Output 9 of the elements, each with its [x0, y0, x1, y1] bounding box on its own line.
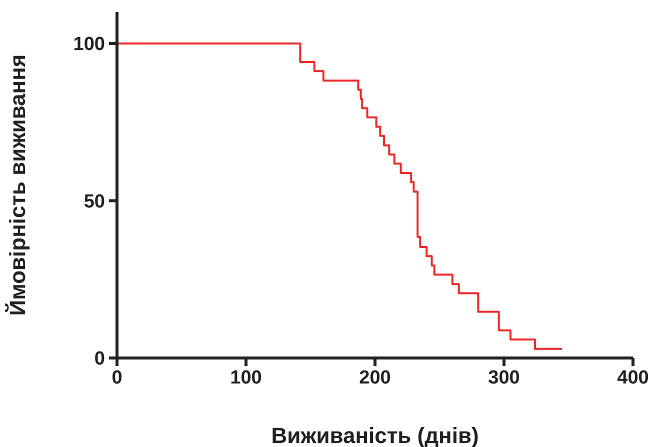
x-tick-label: 400 — [617, 367, 649, 388]
x-tick-label: 300 — [488, 367, 520, 388]
y-tick-label: 100 — [73, 34, 105, 56]
x-tick-label: 100 — [230, 367, 262, 388]
y-tick-label: 50 — [84, 191, 105, 212]
x-tick-label: 200 — [359, 367, 391, 388]
y-axis-title: Ймовірність виживання — [4, 54, 30, 316]
x-tick-label: 0 — [112, 367, 122, 388]
y-tick-label: 0 — [94, 348, 105, 370]
